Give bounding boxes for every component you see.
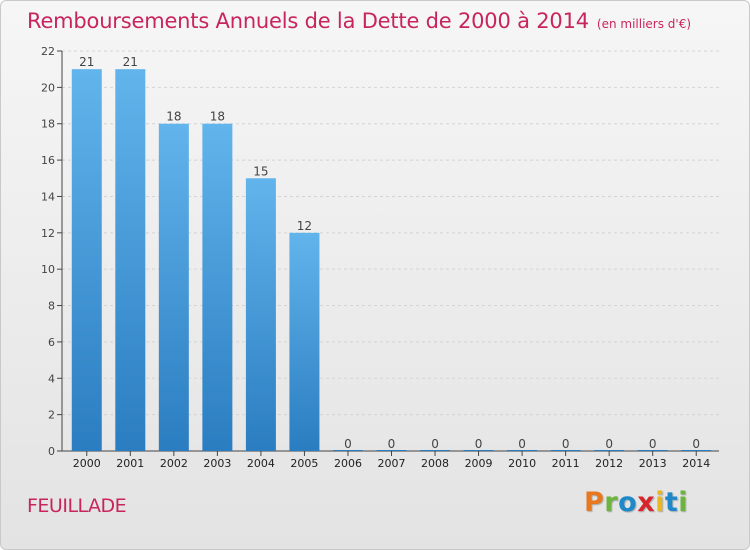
bar-value-label: 18 xyxy=(210,110,225,124)
commune-name: FEUILLADE xyxy=(27,495,127,517)
y-tick-label: 18 xyxy=(41,118,55,131)
bar xyxy=(115,69,146,451)
x-tick-label: 2009 xyxy=(465,457,493,470)
x-tick-label: 2013 xyxy=(639,457,667,470)
y-tick-label: 4 xyxy=(48,372,55,385)
chart-title-text: Remboursements Annuels de la Dette de 20… xyxy=(27,9,589,33)
y-tick-label: 14 xyxy=(41,190,55,203)
y-tick-label: 2 xyxy=(48,409,55,422)
bar-value-label: 0 xyxy=(344,437,352,451)
x-tick-label: 2011 xyxy=(552,457,580,470)
bar xyxy=(71,69,102,451)
x-tick-label: 2000 xyxy=(73,457,101,470)
bar-value-label: 21 xyxy=(79,55,94,69)
y-tick-label: 0 xyxy=(48,445,55,458)
logo-letter: P xyxy=(584,487,605,518)
bar-value-label: 15 xyxy=(253,164,268,178)
logo-letter: o xyxy=(618,487,638,518)
x-tick-label: 2006 xyxy=(334,457,362,470)
y-tick-label: 20 xyxy=(41,81,55,94)
logo-letter: i xyxy=(678,487,689,518)
y-tick-label: 8 xyxy=(48,300,55,313)
bar-value-label: 0 xyxy=(518,437,526,451)
bar xyxy=(245,178,276,452)
bar-value-label: 0 xyxy=(475,437,483,451)
x-tick-label: 2005 xyxy=(290,457,318,470)
y-tick-label: 12 xyxy=(41,227,55,240)
bar-value-label: 0 xyxy=(692,437,700,451)
bar-value-label: 12 xyxy=(297,219,312,233)
y-tick-label: 10 xyxy=(41,263,55,276)
x-tick-label: 2002 xyxy=(160,457,188,470)
bar xyxy=(202,123,233,452)
bar-value-label: 0 xyxy=(605,437,613,451)
logo-letter: i xyxy=(655,487,665,518)
x-tick-label: 2003 xyxy=(203,457,231,470)
x-tick-label: 2007 xyxy=(378,457,406,470)
bar-value-label: 0 xyxy=(649,437,657,451)
logo-letter: t xyxy=(664,487,679,518)
x-tick-label: 2010 xyxy=(508,457,536,470)
bar-value-label: 18 xyxy=(166,110,181,124)
x-tick-label: 2008 xyxy=(421,457,449,470)
chart-unit: (en milliers d'€) xyxy=(596,17,692,31)
bar xyxy=(289,232,320,451)
y-tick-label: 6 xyxy=(48,336,55,349)
x-tick-label: 2014 xyxy=(682,457,710,470)
bar-value-label: 0 xyxy=(431,437,439,451)
x-tick-label: 2004 xyxy=(247,457,275,470)
y-tick-label: 16 xyxy=(41,154,55,167)
bar-value-label: 21 xyxy=(123,55,138,69)
chart-title: Remboursements Annuels de la Dette de 20… xyxy=(27,9,691,33)
logo-letter: r xyxy=(604,487,619,518)
x-tick-label: 2012 xyxy=(595,457,623,470)
y-tick-label: 22 xyxy=(41,45,55,58)
bar xyxy=(158,123,189,452)
bar-value-label: 0 xyxy=(562,437,570,451)
x-tick-label: 2001 xyxy=(116,457,144,470)
logo-letter: x xyxy=(637,487,656,518)
proxiti-logo: Proxiti xyxy=(584,487,688,518)
bar-value-label: 0 xyxy=(388,437,396,451)
